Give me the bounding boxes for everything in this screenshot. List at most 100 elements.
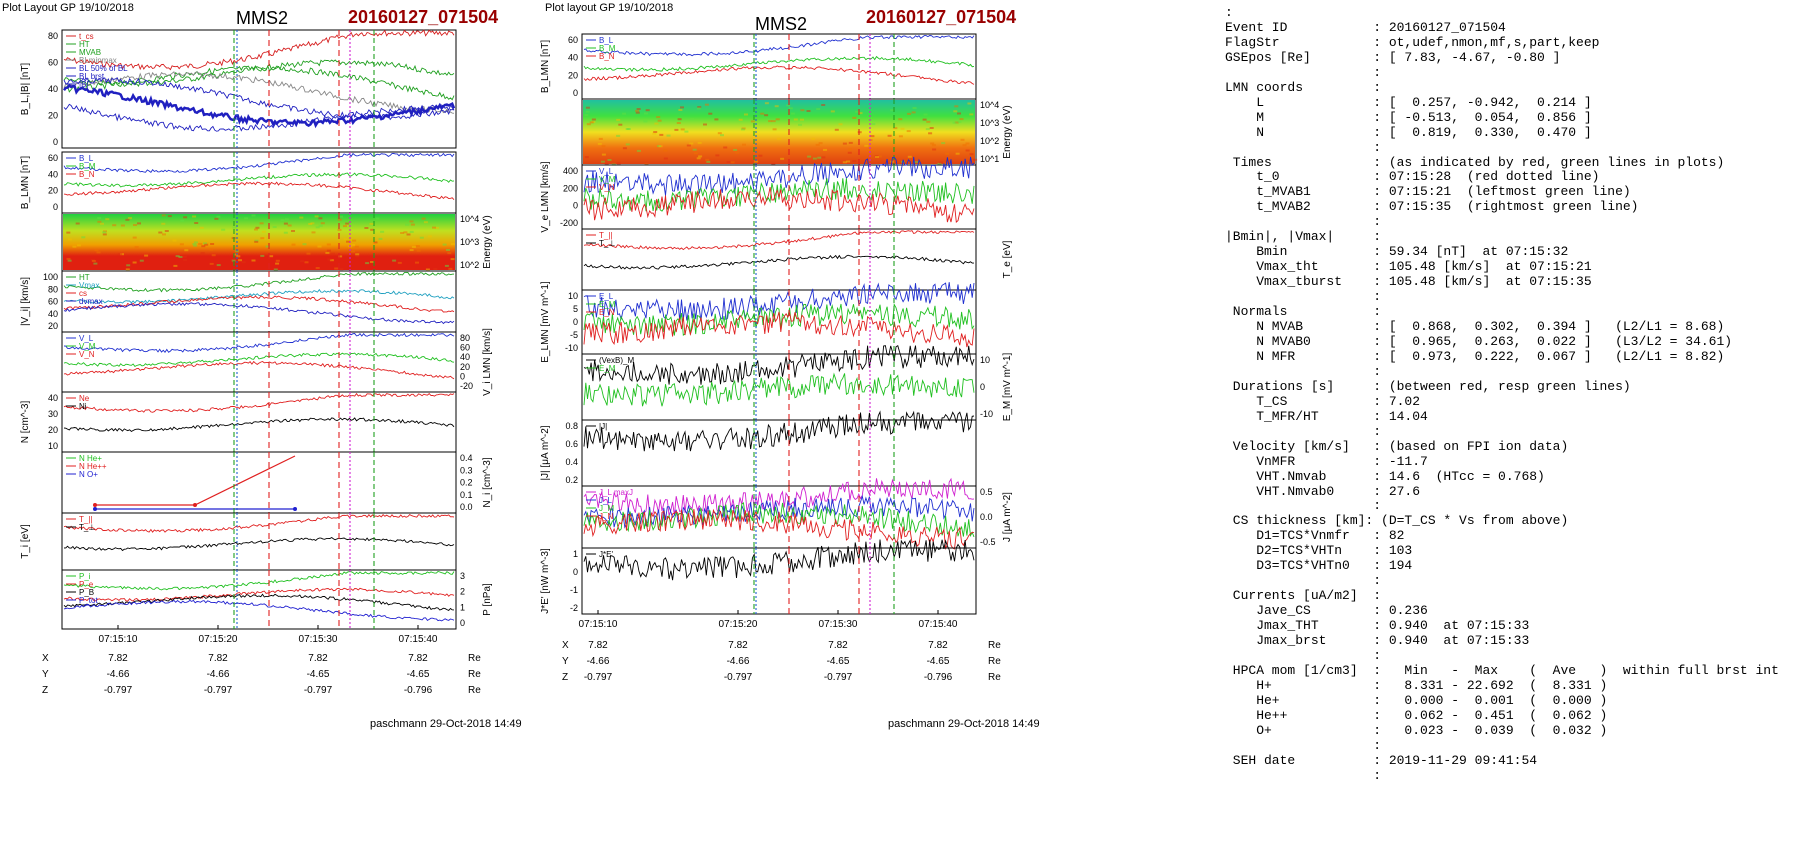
- left-time-tick: 07:15:10: [99, 634, 138, 645]
- mid-legend-label: V_M: [599, 175, 616, 184]
- event-summary: : Event ID : 20160127_071504 FlagStr : ot,…: [1225, 5, 1800, 786]
- mid-tick-ve-lmn: -200: [560, 218, 578, 228]
- left-series-bl-b: [63, 29, 455, 71]
- mid-tick-b-lmn: 40: [568, 53, 578, 63]
- left-spectrogram-image: [63, 214, 455, 270]
- left-plot-event: 20160127_071504: [348, 7, 499, 27]
- left-ylabel-ti: T_i [eV]: [20, 524, 31, 559]
- left-legend-label: dvmax: [79, 297, 103, 306]
- left-panel-vi-mag: [61, 270, 457, 333]
- mid-legend-label: (VexB)_M: [599, 356, 634, 365]
- mid-tick-em: 0: [980, 382, 985, 392]
- mid-tick-jdote: -1: [570, 585, 578, 595]
- mid-legend-label: V_L: [599, 167, 614, 176]
- summary-line: Times : (as indicated by red, green line…: [1225, 154, 1725, 170]
- mid-tick-electron-spectrogram: 10^4: [980, 100, 999, 110]
- left-tick-b-lmn: 60: [48, 153, 58, 163]
- summary-line: O+ : 0.023 - 0.039 ( 0.032 ): [1225, 722, 1608, 738]
- summary-line: T_MFR/HT : 14.04: [1225, 408, 1428, 424]
- summary-line: :: [1225, 289, 1382, 305]
- mid-tick-electron-spectrogram: 10^1: [980, 154, 999, 164]
- mid-tick-e-lmn: 10: [568, 291, 578, 301]
- middle-plot-footer: paschmann 29-Oct-2018 14:49: [888, 718, 1040, 730]
- left-legend-label: Ni: [79, 402, 87, 411]
- mid-tick-b-lmn: 20: [568, 70, 578, 80]
- summary-line: L : [ 0.257, -0.942, 0.214 ]: [1225, 94, 1592, 110]
- mid-series-b-lmn: [583, 35, 975, 57]
- mid-tick-j-lmn: 0.0: [980, 512, 993, 522]
- left-series-bl-b: [63, 83, 456, 129]
- mid-tick-jdote: 0: [573, 567, 578, 577]
- summary-line: t_MVAB2 : 07:15:35 (rightmost green line…: [1225, 199, 1639, 215]
- left-point: [93, 503, 97, 507]
- left-plot-title: MMS2: [236, 8, 289, 28]
- left-ylabel-b-lmn: B_LMN [nT]: [20, 156, 31, 210]
- left-pos-label: X: [42, 653, 49, 664]
- mid-pos-value: -4.65: [927, 656, 950, 667]
- mid-legend-label: J_L maxJ: [599, 488, 633, 497]
- mid-tick-j-mag: 0.8: [565, 421, 578, 431]
- left-tick-vi-lmn: -20: [460, 381, 473, 391]
- left-tick-vi-mag: 40: [48, 309, 58, 319]
- summary-line: t_MVAB1 : 07:15:21 (leftmost green line): [1225, 184, 1631, 200]
- mid-series-j-lmn: [583, 502, 975, 538]
- left-legend-label: BL brst: [79, 72, 105, 81]
- middle-plot-header: Plot layout GP 19/10/2018: [545, 2, 674, 14]
- left-legend-label: T_⊥: [79, 523, 95, 532]
- mid-pos-value: -0.797: [824, 672, 853, 683]
- mid-tick-b-lmn: 0: [573, 88, 578, 98]
- left-ylabel-ion-spectrogram: Energy (eV): [482, 215, 493, 268]
- left-tick-pressure: 0: [460, 618, 465, 628]
- left-series-density: [63, 392, 455, 413]
- summary-line: Durations [s] : (between red, resp green…: [1225, 378, 1631, 394]
- mid-panel-jdote: [581, 547, 977, 615]
- mid-legend-label: J_N: [599, 512, 613, 521]
- mid-series-e-lmn: [583, 311, 975, 348]
- left-pos-value: -0.797: [104, 685, 133, 696]
- left-pos-label: Y: [42, 669, 49, 680]
- summary-line: He++ : 0.062 - 0.451 ( 0.062 ): [1225, 707, 1608, 723]
- summary-line: CS thickness [km]: (D=T_CS * Vs from abo…: [1225, 513, 1569, 529]
- mid-legend-label: E_M: [599, 300, 616, 309]
- left-tick-ion-spectrogram: 10^2: [460, 260, 479, 270]
- mid-tick-ve-lmn: 0: [573, 201, 578, 211]
- mid-pos-unit: Re: [988, 656, 1001, 667]
- left-tick-vi-lmn: 60: [460, 343, 470, 353]
- summary-line: Jmax_brst : 0.940 at 07:15:33: [1225, 633, 1530, 649]
- left-series-pressure: [63, 570, 455, 591]
- summary-line: Vmax_tburst : 105.48 [km/s] at 07:15:35: [1225, 274, 1592, 290]
- summary-line: HPCA mom [1/cm3] : Min - Max ( Ave ) wit…: [1225, 662, 1779, 678]
- summary-line: |Bmin|, |Vmax| :: [1225, 229, 1382, 245]
- mid-legend-label: J_M: [599, 504, 614, 513]
- left-series-b-lmn: [63, 181, 455, 201]
- left-pos-unit: Re: [468, 685, 481, 696]
- mid-ylabel-b-lmn: B_LMN [nT]: [540, 40, 551, 94]
- mid-tick-e-lmn: 5: [573, 304, 578, 314]
- left-tick-bl-b: 60: [48, 58, 58, 68]
- left-plot-header: Plot Layout GP 19/10/2018: [2, 2, 134, 14]
- mid-pos-value: 7.82: [828, 640, 848, 651]
- mid-tick-j-lmn: 0.5: [980, 487, 993, 497]
- mid-tick-jdote: -2: [570, 603, 578, 613]
- mid-legend-label: B_N: [599, 52, 615, 61]
- mid-series-te: [583, 254, 975, 270]
- left-ylabel-bl-b: B_L,|B| [nT]: [20, 63, 31, 116]
- summary-line: N MFR : [ 0.973, 0.222, 0.067 ] (L2/L1 =…: [1225, 348, 1725, 364]
- left-legend-label: T_||: [79, 515, 93, 524]
- left-legend-label: t_cs: [79, 32, 94, 41]
- summary-line: Currents [uA/m2] :: [1225, 588, 1382, 604]
- mid-pos-value: -0.797: [724, 672, 753, 683]
- summary-line: He+ : 0.000 - 0.001 ( 0.000 ): [1225, 692, 1608, 708]
- left-legend-label: V_M: [79, 342, 96, 351]
- left-panel-pressure: [61, 569, 457, 630]
- left-legend-label: HT: [79, 273, 90, 282]
- left-legend-label: HT: [79, 40, 90, 49]
- mid-time-tick: 07:15:40: [919, 619, 958, 630]
- summary-line: VHT.Nmvab0 : 27.6: [1225, 483, 1421, 499]
- mid-tick-ve-lmn: 200: [563, 183, 578, 193]
- mid-legend-label: E_M: [599, 364, 616, 373]
- left-legend-label: P_tot: [79, 596, 98, 605]
- summary-line: M : [ -0.513, 0.054, 0.856 ]: [1225, 109, 1592, 125]
- left-point: [293, 507, 297, 511]
